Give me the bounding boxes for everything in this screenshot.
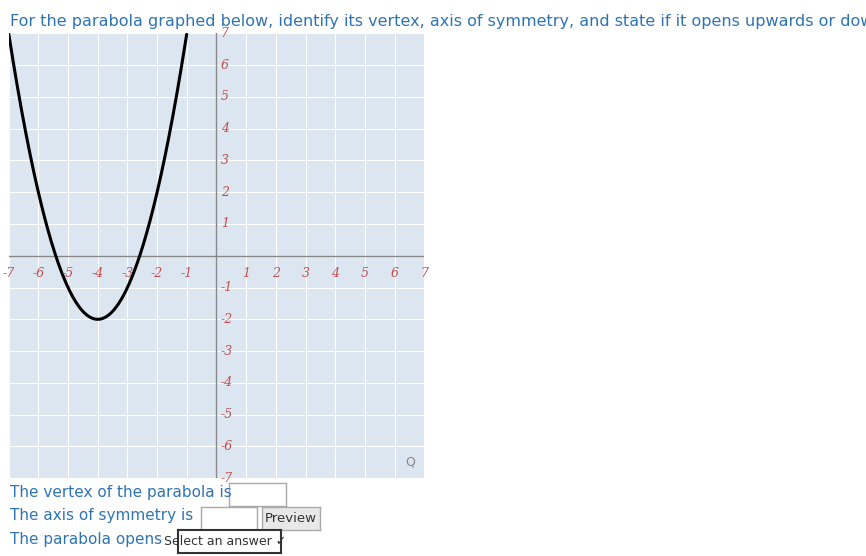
Text: -7: -7 [3,267,15,280]
Text: -4: -4 [221,376,233,389]
Text: Q: Q [405,455,416,469]
Text: 1: 1 [221,217,229,231]
Text: -3: -3 [221,345,233,358]
Text: -1: -1 [221,281,233,294]
Text: 4: 4 [332,267,339,280]
Text: -5: -5 [61,267,74,280]
Text: 2: 2 [221,186,229,198]
Text: -1: -1 [181,267,193,280]
Text: -2: -2 [151,267,164,280]
Text: 4: 4 [221,122,229,135]
Text: The vertex of the parabola is: The vertex of the parabola is [10,485,232,499]
Text: -6: -6 [221,440,233,453]
Text: 5: 5 [361,267,369,280]
Text: 1: 1 [242,267,250,280]
Text: 3: 3 [301,267,309,280]
Text: For the parabola graphed below, identify its vertex, axis of symmetry, and state: For the parabola graphed below, identify… [10,14,866,29]
Text: 6: 6 [221,58,229,72]
Text: -3: -3 [121,267,133,280]
Text: 2: 2 [272,267,280,280]
Text: 6: 6 [391,267,398,280]
Text: The parabola opens: The parabola opens [10,532,163,547]
Text: Preview: Preview [265,512,317,525]
Text: -4: -4 [92,267,104,280]
Text: -5: -5 [221,408,233,421]
Text: 5: 5 [221,91,229,103]
Text: -6: -6 [32,267,44,280]
Text: -2: -2 [221,313,233,326]
Text: -7: -7 [221,471,233,485]
Text: 3: 3 [221,154,229,167]
Text: The axis of symmetry is: The axis of symmetry is [10,509,194,523]
Text: 7: 7 [420,267,429,280]
Text: 7: 7 [221,27,229,40]
Text: Select an answer ✓: Select an answer ✓ [165,535,287,548]
